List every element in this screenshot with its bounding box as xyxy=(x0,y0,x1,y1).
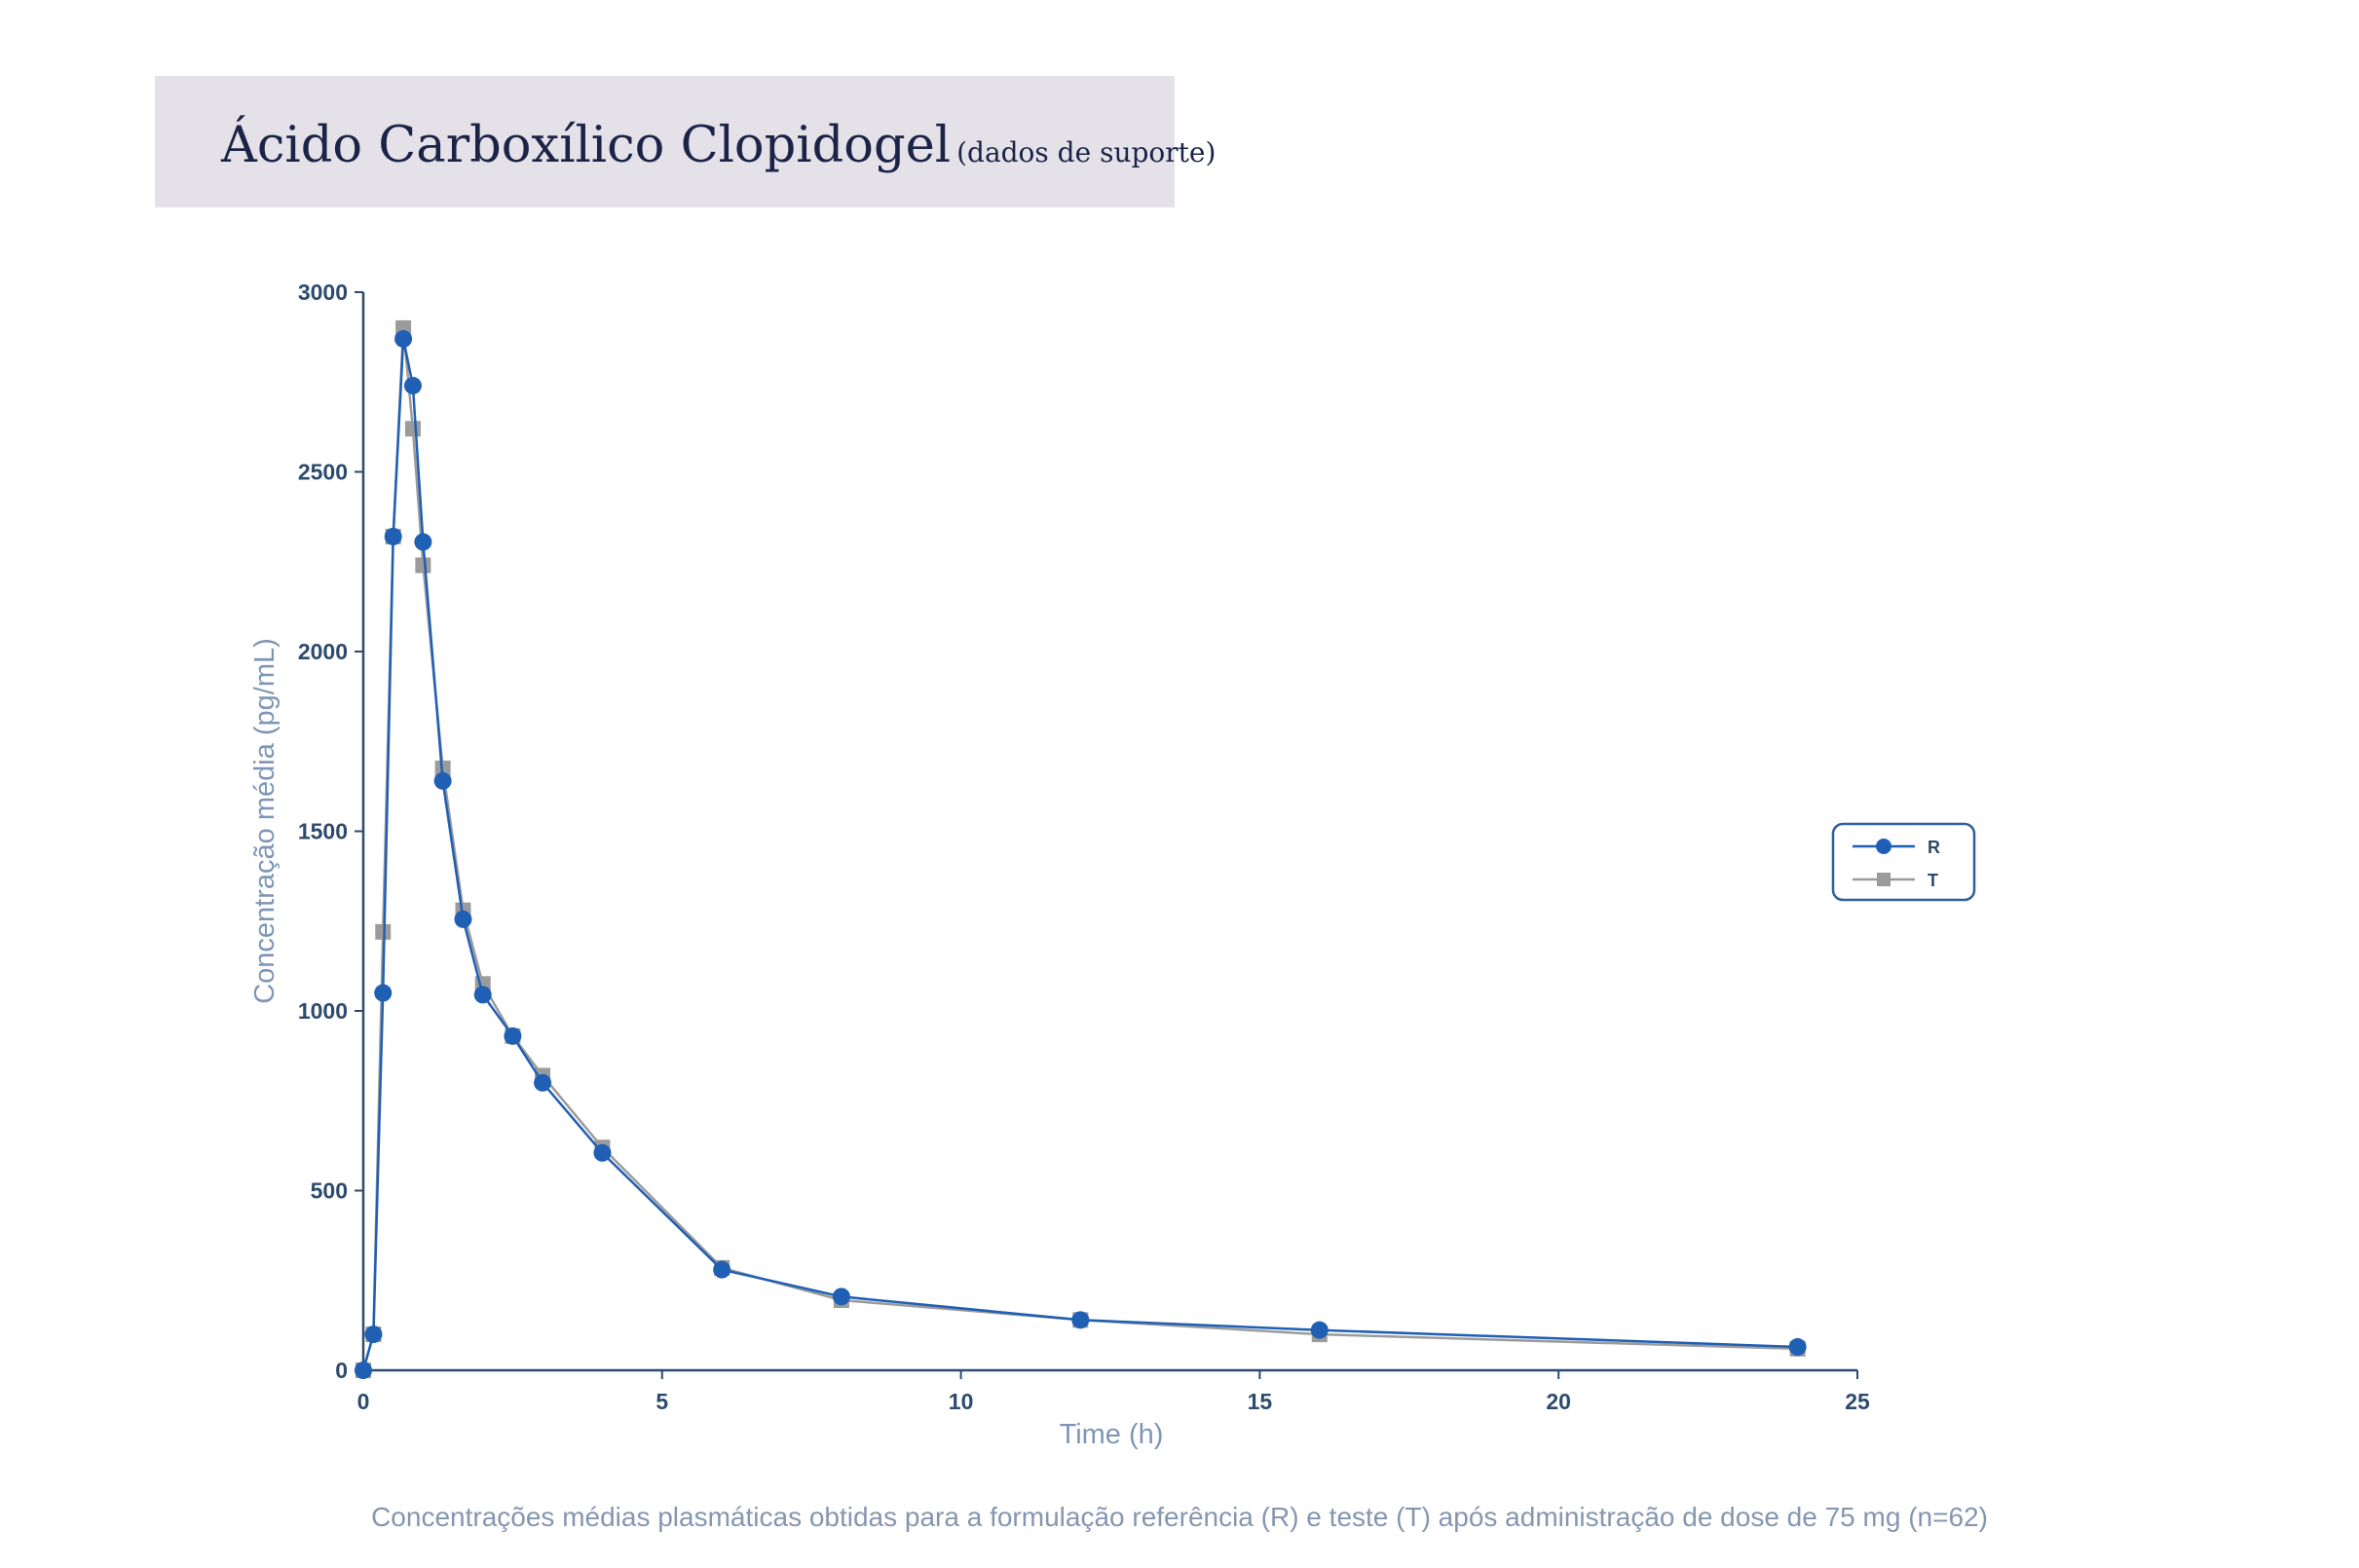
x-tick-label: 10 xyxy=(949,1389,974,1414)
data-point xyxy=(394,329,413,348)
data-point xyxy=(404,421,421,437)
data-point xyxy=(832,1288,850,1306)
axes: 0 500 1000 1500 2000 2500 3000 0 5 10 15 20 25 xyxy=(298,280,1870,1414)
y-axis-label: Concentração média (pg/mL) xyxy=(249,638,281,1004)
data-point xyxy=(375,923,392,940)
data-point xyxy=(473,986,492,1004)
data-point xyxy=(713,1260,731,1279)
data-point xyxy=(1071,1311,1090,1329)
y-tick-label: 1000 xyxy=(298,998,348,1024)
y-tick-label: 0 xyxy=(335,1358,348,1383)
title-box: Ácido Carboxílico Clopidogel (dados de su… xyxy=(155,76,1216,207)
data-point xyxy=(1788,1338,1807,1357)
legend-box xyxy=(1831,822,1976,902)
data-point xyxy=(504,1027,522,1045)
x-axis-label: Time (h) xyxy=(1060,1419,1164,1450)
data-point xyxy=(364,1325,383,1344)
x-tick-label: 5 xyxy=(655,1389,668,1414)
x-tick-label: 25 xyxy=(1845,1389,1870,1414)
data-point xyxy=(374,984,393,1002)
y-tick-label: 2000 xyxy=(298,639,348,664)
series-r xyxy=(355,329,1807,1379)
data-point xyxy=(355,1362,372,1379)
chart-title-text: Ácido Carboxílico Clopidogel xyxy=(221,117,952,174)
data-point xyxy=(454,910,472,928)
legend-marker xyxy=(1876,839,1891,854)
series-line xyxy=(361,338,1798,1371)
y-tick-label: 1500 xyxy=(298,819,348,844)
x-tick-label: 15 xyxy=(1248,1389,1273,1414)
data-point xyxy=(534,1073,552,1092)
legend-marker xyxy=(1877,873,1891,886)
data-point xyxy=(433,771,452,790)
data-point xyxy=(414,533,432,551)
legend-label: R xyxy=(1928,838,1940,857)
legend-label: T xyxy=(1928,871,1938,890)
series-t xyxy=(356,319,1806,1378)
y-tick-label: 500 xyxy=(311,1178,348,1204)
legend: RT xyxy=(1831,822,1976,902)
data-point xyxy=(593,1143,612,1162)
data-point xyxy=(1310,1321,1329,1339)
x-tick-label: 0 xyxy=(357,1389,370,1414)
data-point xyxy=(384,527,402,545)
data-point xyxy=(415,557,431,574)
chart-subtitle: (dados de suporte) xyxy=(956,136,1217,168)
data-point xyxy=(403,376,422,394)
y-tick-label: 3000 xyxy=(298,280,348,305)
x-tick-label: 20 xyxy=(1546,1389,1571,1414)
y-tick-label: 2500 xyxy=(298,460,348,485)
series-line xyxy=(361,327,1798,1371)
chart-title: Ácido Carboxílico Clopidogel (dados de su… xyxy=(221,117,1216,174)
figure-caption: Concentrações médias plasmáticas obtidas… xyxy=(371,1502,1988,1532)
